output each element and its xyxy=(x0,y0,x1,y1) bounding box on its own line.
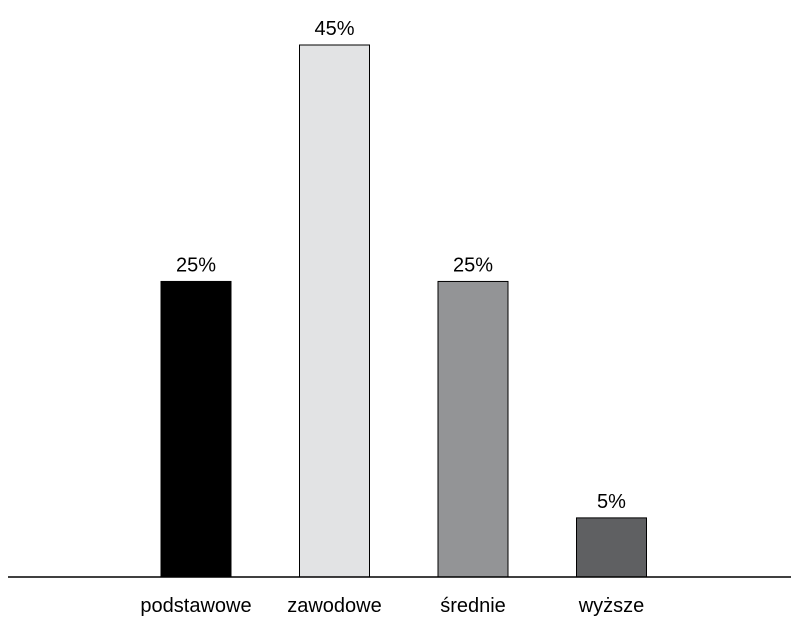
value-labels-group: 25% 45% 25% 5% xyxy=(176,18,626,513)
category-label-1: podstawowe xyxy=(140,595,251,617)
bar-3 xyxy=(437,280,509,578)
value-label-2: 45% xyxy=(314,18,354,40)
category-labels-group: podstawowe zawodowe średnie wyższe xyxy=(140,595,644,617)
bars-group xyxy=(160,44,647,578)
bar-4 xyxy=(576,517,647,578)
category-label-2: zawodowe xyxy=(287,595,382,617)
category-label-4: wyższe xyxy=(578,595,645,617)
value-label-3: 25% xyxy=(453,254,493,276)
bar-2 xyxy=(299,44,370,578)
category-label-3: średnie xyxy=(440,595,506,617)
bar-1 xyxy=(160,280,232,578)
value-label-1: 25% xyxy=(176,254,216,276)
value-label-4: 5% xyxy=(597,491,626,513)
